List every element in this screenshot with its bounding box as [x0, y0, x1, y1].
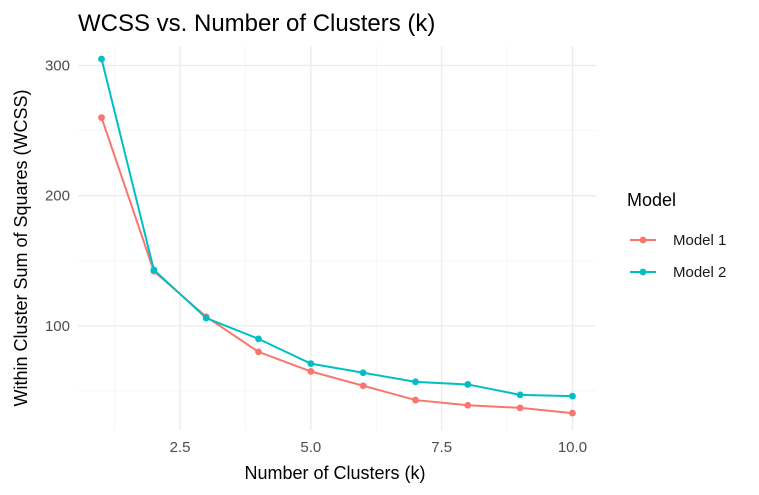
data-point — [307, 360, 315, 368]
x-tick-label: 5.0 — [300, 439, 321, 456]
legend-title: Model — [627, 190, 676, 210]
data-point — [150, 266, 158, 274]
chart-title: WCSS vs. Number of Clusters (k) — [78, 10, 435, 37]
data-point — [412, 378, 419, 386]
legend-items: Model 1 Model 2 — [630, 232, 726, 281]
data-point — [516, 391, 524, 399]
y-tick-label: 200 — [45, 188, 70, 205]
y-tick-label: 300 — [45, 58, 70, 75]
series-line — [100, 58, 573, 398]
series-2 — [98, 55, 576, 400]
data-point — [359, 382, 367, 390]
data-point — [255, 335, 262, 343]
x-axis-ticks: 2.5 5.0 7.5 10.0 — [170, 439, 587, 456]
y-tick-label: 100 — [45, 318, 70, 335]
legend-label: Model 2 — [673, 264, 726, 281]
data-point — [307, 368, 315, 375]
data-point — [569, 392, 576, 400]
data-point — [98, 55, 105, 63]
y-axis-title: Within Cluster Sum of Squares (WCSS) — [11, 89, 31, 406]
x-tick-label: 10.0 — [558, 439, 587, 456]
legend-item: Model 2 — [630, 264, 726, 281]
data-point — [359, 369, 367, 377]
series-layer — [98, 55, 576, 417]
data-point — [464, 381, 472, 388]
x-axis-title: Number of Clusters (k) — [244, 463, 425, 483]
data-point — [464, 401, 472, 409]
legend-label: Model 1 — [673, 232, 726, 249]
series-1 — [98, 114, 576, 417]
data-point — [255, 348, 262, 356]
data-point — [569, 409, 576, 417]
data-point — [412, 396, 419, 404]
data-point — [98, 114, 105, 121]
legend-item: Model 1 — [630, 232, 726, 249]
legend-key-point — [639, 268, 647, 276]
x-tick-label: 2.5 — [170, 439, 191, 456]
y-axis-ticks: 100 200 300 — [45, 58, 70, 335]
x-tick-label: 7.5 — [431, 439, 452, 456]
grid-lines — [78, 46, 596, 430]
legend: Model Model 1 Model 2 — [627, 190, 726, 281]
data-point — [202, 314, 210, 322]
legend-key-point — [639, 236, 647, 244]
data-point — [516, 404, 524, 412]
